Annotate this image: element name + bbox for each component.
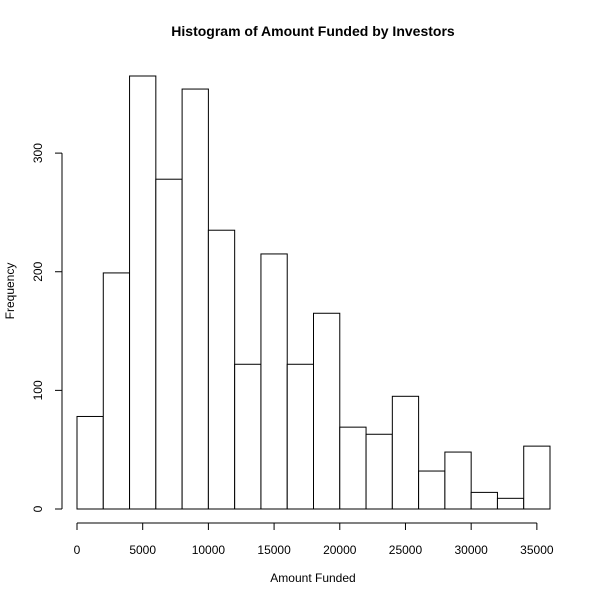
histogram-bar [129, 75, 157, 510]
histogram-bar [207, 229, 236, 510]
x-tick-label: 10000 [192, 543, 226, 557]
histogram-bar [102, 272, 131, 510]
y-tick-label: 200 [31, 261, 45, 281]
x-axis: 0 5000 10000 15000 20000 25000 30000 35000 [74, 522, 554, 557]
x-tick-label: 0 [74, 543, 81, 557]
chart-title: Histogram of Amount Funded by Investors [171, 23, 455, 39]
y-tick-label: 0 [31, 505, 45, 512]
histogram-bar [444, 451, 472, 510]
histogram-bar [365, 433, 393, 510]
histogram-bar [234, 363, 262, 510]
x-axis-label: Amount Funded [270, 571, 355, 585]
histogram-bar [496, 497, 525, 510]
histogram-bar [260, 253, 288, 510]
x-tick-label: 25000 [389, 543, 423, 557]
y-tick-label: 300 [31, 143, 45, 163]
x-tick-label: 30000 [454, 543, 488, 557]
histogram-bar [470, 491, 498, 510]
histogram-bar [76, 415, 104, 510]
y-axis: 0 100 200 300 [31, 143, 63, 512]
x-tick-label: 35000 [520, 543, 554, 557]
histogram-bar [523, 445, 551, 510]
x-tick-label: 20000 [323, 543, 357, 557]
histogram-bar [313, 312, 341, 510]
y-tick-label: 100 [31, 380, 45, 400]
x-tick-label: 15000 [257, 543, 291, 557]
bars-group [76, 75, 551, 510]
histogram-bar [339, 426, 367, 510]
histogram-bar [181, 88, 209, 510]
histogram-bar [155, 178, 183, 510]
histogram-bar [418, 470, 446, 510]
histogram-bar [391, 395, 420, 510]
x-tick-label: 5000 [129, 543, 156, 557]
histogram-bar [286, 363, 315, 510]
y-axis-label: Frequency [3, 263, 17, 320]
